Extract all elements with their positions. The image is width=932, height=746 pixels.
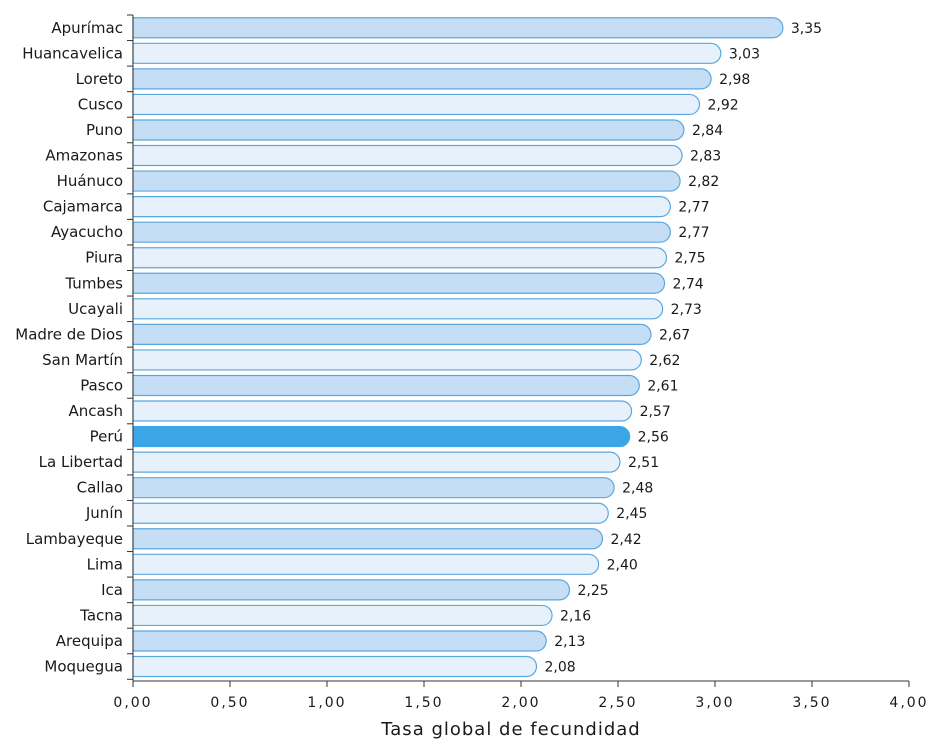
x-tick-label: 0,00 — [113, 695, 152, 711]
bar-junin — [132, 502, 609, 524]
value-label-ancash: 2,57 — [640, 404, 671, 420]
value-label-huanuco: 2,82 — [688, 174, 719, 190]
bar-ayacucho — [132, 221, 671, 243]
value-label-la-libertad: 2,51 — [628, 455, 659, 471]
bar-la-libertad — [132, 451, 621, 473]
category-label-ucayali: Ucayali — [68, 300, 123, 318]
bar-tumbes — [132, 272, 666, 294]
x-tick-label: 3,00 — [695, 695, 734, 711]
bar-amazonas — [132, 144, 683, 167]
category-label-huancavelica: Huancavelica — [22, 44, 123, 62]
bar-madre-de-dios — [132, 323, 652, 345]
value-labels-group: 3,35 3,03 2,98 2,92 2,84 2,83 2,82 2,77 2,77 2,75… — [545, 21, 823, 676]
category-label-callao: Callao — [77, 479, 123, 497]
bar-huanuco — [132, 170, 681, 192]
category-label-ancash: Ancash — [68, 402, 123, 420]
value-label-cusco: 2,92 — [707, 97, 738, 113]
bar-puno — [132, 119, 685, 141]
category-label-san-martin: San Martín — [42, 351, 123, 369]
category-label-lambayeque: Lambayeque — [26, 530, 123, 548]
bar-moquegua — [132, 655, 538, 678]
x-tick-label: 2,50 — [598, 695, 637, 711]
x-tick-label: 1,50 — [404, 695, 443, 711]
value-label-junin: 2,45 — [616, 506, 647, 522]
bar-lambayeque — [132, 528, 604, 550]
bar-cajamarca — [132, 196, 671, 218]
value-label-tumbes: 2,74 — [673, 276, 704, 292]
bar-pasco — [132, 374, 640, 397]
value-label-lambayeque: 2,42 — [610, 532, 641, 548]
category-label-la-libertad: La Libertad — [39, 453, 123, 471]
value-label-amazonas: 2,83 — [690, 149, 721, 165]
value-label-pasco: 2,61 — [647, 378, 678, 394]
x-tick-label: 4,00 — [889, 695, 928, 711]
value-label-ayacucho: 2,77 — [678, 225, 709, 241]
category-label-arequipa: Arequipa — [56, 632, 123, 650]
category-label-madre-de-dios: Madre de Dios — [15, 325, 123, 343]
bar-tacna — [132, 604, 553, 627]
value-label-piura: 2,75 — [675, 251, 706, 267]
category-label-ica: Ica — [101, 581, 123, 599]
value-label-apurimac: 3,35 — [791, 21, 822, 37]
value-label-tacna: 2,16 — [560, 608, 591, 624]
category-label-lima: Lima — [87, 555, 123, 573]
category-label-tacna: Tacna — [79, 606, 123, 624]
category-label-junin: Junín — [85, 504, 123, 522]
bar-san-martin — [132, 349, 642, 371]
bar-ucayali — [132, 298, 664, 320]
value-label-peru: 2,56 — [638, 430, 669, 446]
x-tick-label: 2,00 — [501, 695, 540, 711]
bar-peru — [132, 425, 631, 448]
bar-piura — [132, 247, 668, 269]
bar-lima — [132, 553, 600, 575]
x-tick-label: 0,50 — [210, 695, 249, 711]
value-label-loreto: 2,98 — [719, 72, 750, 88]
bar-ancash — [132, 400, 633, 422]
x-axis-title: Tasa global de fecundidad — [380, 719, 640, 740]
bar-apurimac — [132, 17, 784, 39]
value-label-arequipa: 2,13 — [554, 634, 585, 650]
value-label-san-martin: 2,62 — [649, 353, 680, 369]
bar-huancavelica — [132, 42, 722, 64]
bar-loreto — [132, 68, 712, 90]
category-label-moquegua: Moquegua — [44, 658, 123, 676]
category-label-cajamarca: Cajamarca — [43, 198, 123, 216]
value-label-madre-de-dios: 2,67 — [659, 327, 690, 343]
category-label-pasco: Pasco — [80, 376, 123, 394]
category-label-piura: Piura — [85, 249, 123, 267]
category-label-loreto: Loreto — [76, 70, 123, 88]
bar-arequipa — [132, 630, 547, 652]
category-label-ayacucho: Ayacucho — [51, 223, 123, 241]
category-label-cusco: Cusco — [78, 95, 123, 113]
category-label-amazonas: Amazonas — [45, 147, 123, 165]
axes-group: 0,00 0,50 1,00 1,50 2,00 2,50 3,00 3,50 4,00 — [113, 14, 928, 711]
value-label-huancavelica: 3,03 — [729, 46, 760, 62]
value-label-moquegua: 2,08 — [545, 660, 576, 676]
value-label-cajamarca: 2,77 — [678, 200, 709, 216]
x-tick-label: 1,00 — [307, 695, 346, 711]
value-label-puno: 2,84 — [692, 123, 723, 139]
value-label-ica: 2,25 — [578, 583, 609, 599]
value-label-callao: 2,48 — [622, 481, 653, 497]
value-label-lima: 2,40 — [607, 557, 638, 573]
value-label-ucayali: 2,73 — [671, 302, 702, 318]
bar-callao — [132, 477, 615, 499]
category-label-puno: Puno — [86, 121, 123, 139]
bar-ica — [132, 579, 571, 601]
category-label-huanuco: Huánuco — [57, 172, 123, 190]
category-labels-group: Apurímac Huancavelica Loreto Cusco Puno Amazo… — [15, 19, 123, 676]
bars-group — [132, 17, 784, 678]
category-label-tumbes: Tumbes — [64, 274, 123, 292]
bar-cusco — [132, 93, 701, 116]
category-label-peru: Perú — [90, 428, 123, 446]
category-label-apurimac: Apurímac — [51, 19, 123, 37]
x-tick-label: 3,50 — [792, 695, 831, 711]
